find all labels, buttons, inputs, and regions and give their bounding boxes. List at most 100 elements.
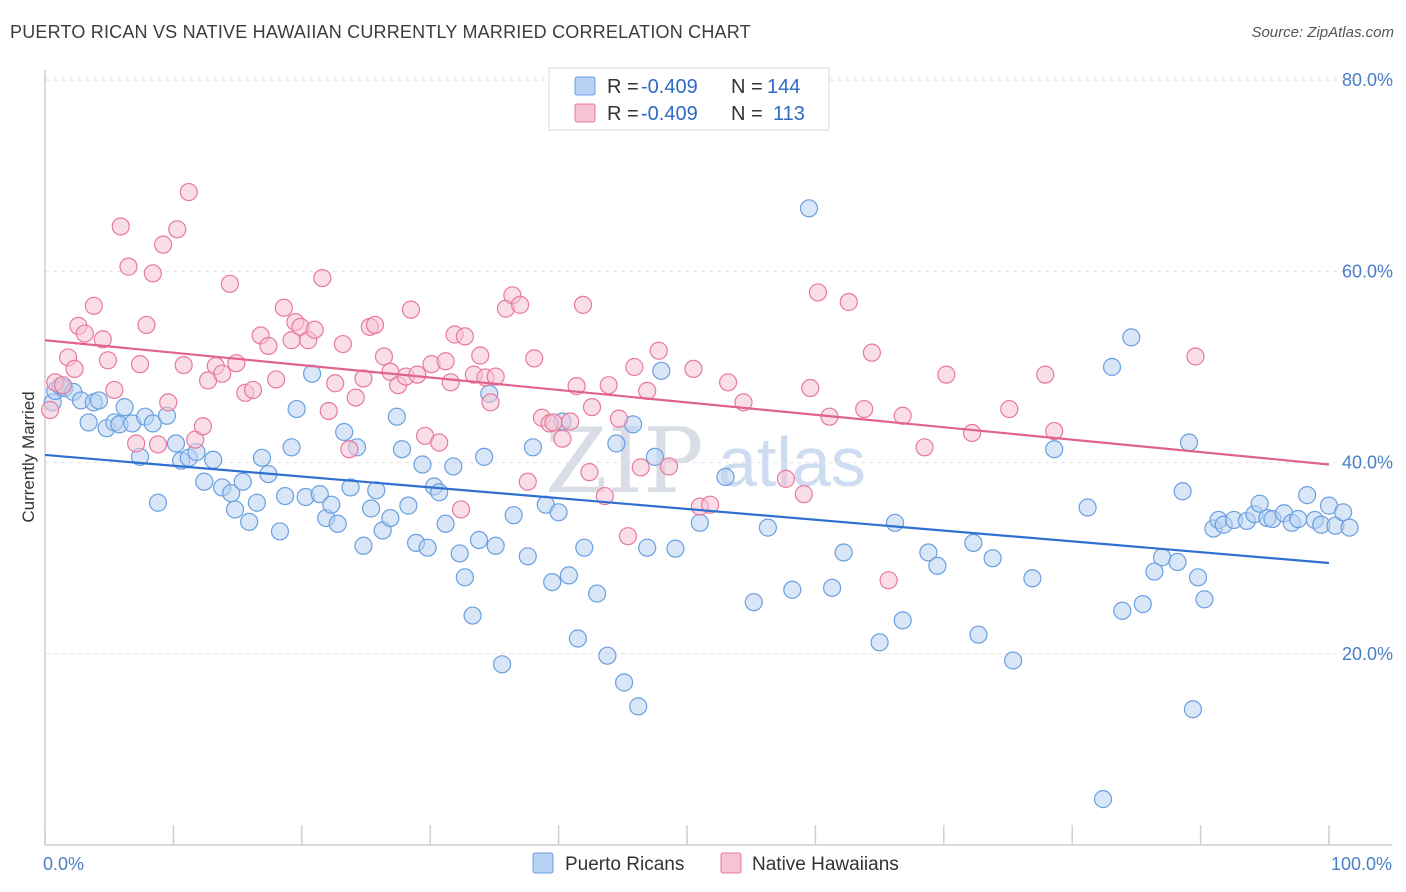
puerto-rican-point [475,447,494,466]
native-hawaiian-point [776,469,795,488]
native-hawaiian-point [319,401,338,421]
native-hawaiian-point [159,393,178,412]
puerto-rican-point [614,673,634,692]
native-hawaiian-point [84,296,103,315]
puerto-rican-point [983,549,1002,568]
puerto-rican-point [744,593,763,612]
legend-swatch-native-hawaiians [574,103,596,123]
native-hawaiian-point [609,409,629,428]
native-hawaiian-point [915,438,934,457]
native-hawaiian-point [130,355,150,374]
x-tick-label-max: 100.0% [1331,854,1392,874]
puerto-rican-point [436,514,455,533]
puerto-rican-point [282,438,301,457]
puerto-rican-point [387,407,406,426]
puerto-rican-point [287,399,306,419]
native-hawaiian-point [1036,365,1055,384]
puerto-rican-point [1023,569,1042,588]
puerto-rican-point [148,493,168,512]
legend-r-label-1: R = [607,76,639,98]
series-native-hawaiians [41,182,1205,590]
watermark-atlas: atlas [718,423,866,501]
puerto-rican-point [1078,498,1097,517]
puerto-rican-point [195,472,214,491]
native-hawaiian-point [701,495,720,514]
native-hawaiian-point [481,393,500,412]
puerto-rican-point [1250,494,1269,513]
puerto-rican-point [89,391,109,410]
native-hawaiian-point [801,378,820,398]
puerto-rican-point [870,633,889,652]
puerto-rican-point [1298,486,1317,505]
native-hawaiian-point [451,500,471,519]
puerto-rican-point [233,472,252,491]
puerto-rican-point [523,438,543,457]
puerto-rican-point [543,572,562,592]
native-hawaiian-point [53,376,73,395]
native-hawaiian-point [455,327,474,346]
puerto-rican-point [893,611,912,630]
puerto-rican-point [463,606,482,625]
y-tick-label: 40.0% [1342,453,1393,473]
native-hawaiian-point [430,433,449,452]
puerto-rican-point [1152,548,1172,567]
y-tick-label: 80.0% [1342,70,1393,90]
puerto-rican-point [1133,594,1152,614]
native-hawaiian-point [168,220,187,239]
legend-r-label-2: R = [607,103,639,125]
puerto-rican-point [240,512,259,531]
puerto-rican-point [450,544,469,563]
native-hawaiian-point [855,399,874,419]
native-hawaiian-point [274,298,293,317]
native-hawaiian-point [193,417,213,436]
puerto-rican-point [270,522,290,541]
native-hawaiian-point [75,324,94,343]
y-axis-label: Currently Married [19,391,38,522]
native-hawaiian-point [41,400,60,420]
puerto-rican-point [1093,790,1113,809]
native-hawaiian-point [340,440,359,459]
native-hawaiian-point [862,343,881,362]
native-hawaiian-point [243,380,263,400]
puerto-rican-point [115,398,134,417]
puerto-rican-point [430,483,449,502]
puerto-rican-point [758,518,777,537]
native-hawaiian-point [1186,347,1205,366]
puerto-rican-point [504,506,523,525]
chart-title: PUERTO RICAN VS NATIVE HAWAIIAN CURRENTL… [10,22,751,42]
native-hawaiian-point [561,412,580,431]
native-hawaiian-point [259,336,278,356]
puerto-rican-point [834,543,853,562]
puerto-rican-point [598,646,617,665]
native-hawaiian-point [937,365,956,384]
puerto-rican-point [493,655,512,674]
puerto-rican-point [1340,518,1359,537]
native-hawaiian-point [839,292,858,312]
trend-line-puerto-ricans [44,453,1330,565]
native-hawaiian-point [808,283,828,302]
native-hawaiian-point [525,349,544,368]
puerto-rican-point [549,503,568,522]
puerto-rican-point [885,513,905,532]
native-hawaiian-point [346,388,365,407]
native-hawaiian-point [154,235,173,254]
puerto-rican-point [381,508,400,528]
puerto-rican-point [204,450,223,469]
axes [44,70,1392,846]
native-hawaiian-point [119,257,138,276]
gridlines [45,77,1392,655]
trend-line-native-hawaiians [44,339,1330,466]
legend-n-label-2: N = [731,103,763,125]
puerto-rican-point [79,413,98,432]
native-hawaiian-point [718,373,738,392]
puerto-rican-point [252,448,272,467]
native-hawaiian-point [794,485,813,504]
native-hawaiian-point [313,268,332,288]
puerto-rican-point [1195,590,1214,609]
puerto-rican-point [588,584,607,603]
puerto-rican-point [328,514,347,533]
puerto-rican-point [1168,552,1187,572]
puerto-rican-point [559,566,578,585]
puerto-rican-point [354,536,373,555]
